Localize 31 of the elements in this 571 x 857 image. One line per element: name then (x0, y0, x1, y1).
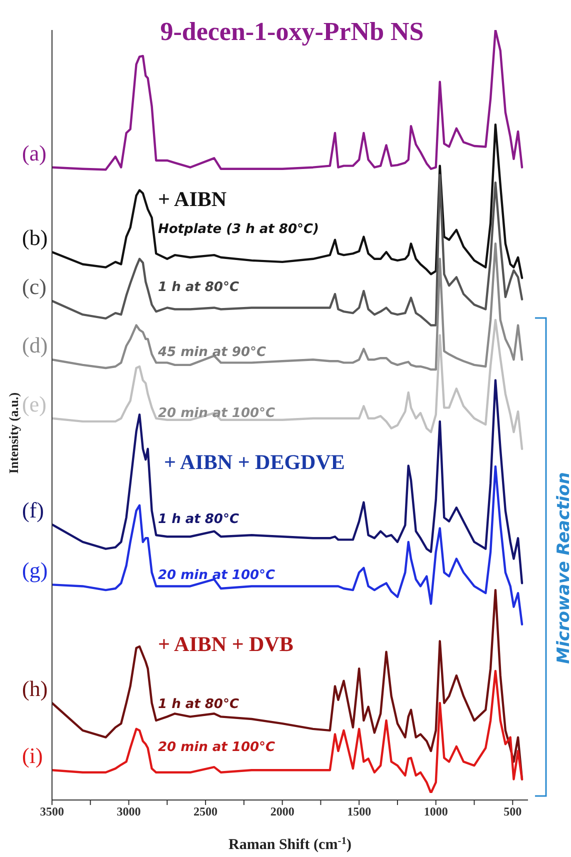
x-tick-label: 1000 (424, 804, 448, 819)
chart-title: 9-decen-1-oxy-PrNb NS (160, 17, 424, 46)
annotation: 1 h at 80°C (158, 512, 240, 527)
series-label: (f) (22, 497, 44, 522)
text: Microwave Reaction (554, 472, 571, 664)
x-tick-label: 2500 (194, 804, 218, 819)
series-label: (c) (22, 274, 46, 299)
annotation: + AIBN + DEGDVE (164, 450, 345, 474)
annotation: 20 min at 100°C (158, 740, 276, 755)
annotation: + AIBN + DVB (158, 632, 294, 656)
series-label: (i) (22, 743, 43, 768)
annotation: 45 min at 90°C (157, 345, 267, 360)
x-tick-label: 3500 (40, 804, 64, 819)
y-axis-title: Intensity (a.u.) (6, 392, 21, 474)
x-tick-label: 500 (504, 804, 522, 819)
series-label: (g) (22, 558, 48, 583)
series-label: (b) (22, 225, 48, 250)
series-label: (e) (22, 391, 46, 416)
series-label: (d) (22, 332, 48, 358)
annotation: 1 h at 80°C (158, 697, 240, 712)
x-tick-label: 2000 (270, 804, 294, 819)
annotation: 1 h at 80°C (158, 280, 240, 295)
series-label: (h) (22, 676, 48, 701)
annotation: Hotplate (3 h at 80°C) (158, 222, 319, 237)
x-axis-title: Raman Shift (cm$^{-1}$) (228, 836, 352, 853)
x-tick-label: 3000 (116, 804, 141, 819)
series-label: (a) (22, 140, 46, 166)
annotation: 20 min at 100°C (158, 568, 276, 583)
annotation: 20 min at 100°C (158, 406, 276, 421)
annotation: + AIBN (158, 187, 227, 211)
x-tick-label: 1500 (347, 804, 372, 819)
